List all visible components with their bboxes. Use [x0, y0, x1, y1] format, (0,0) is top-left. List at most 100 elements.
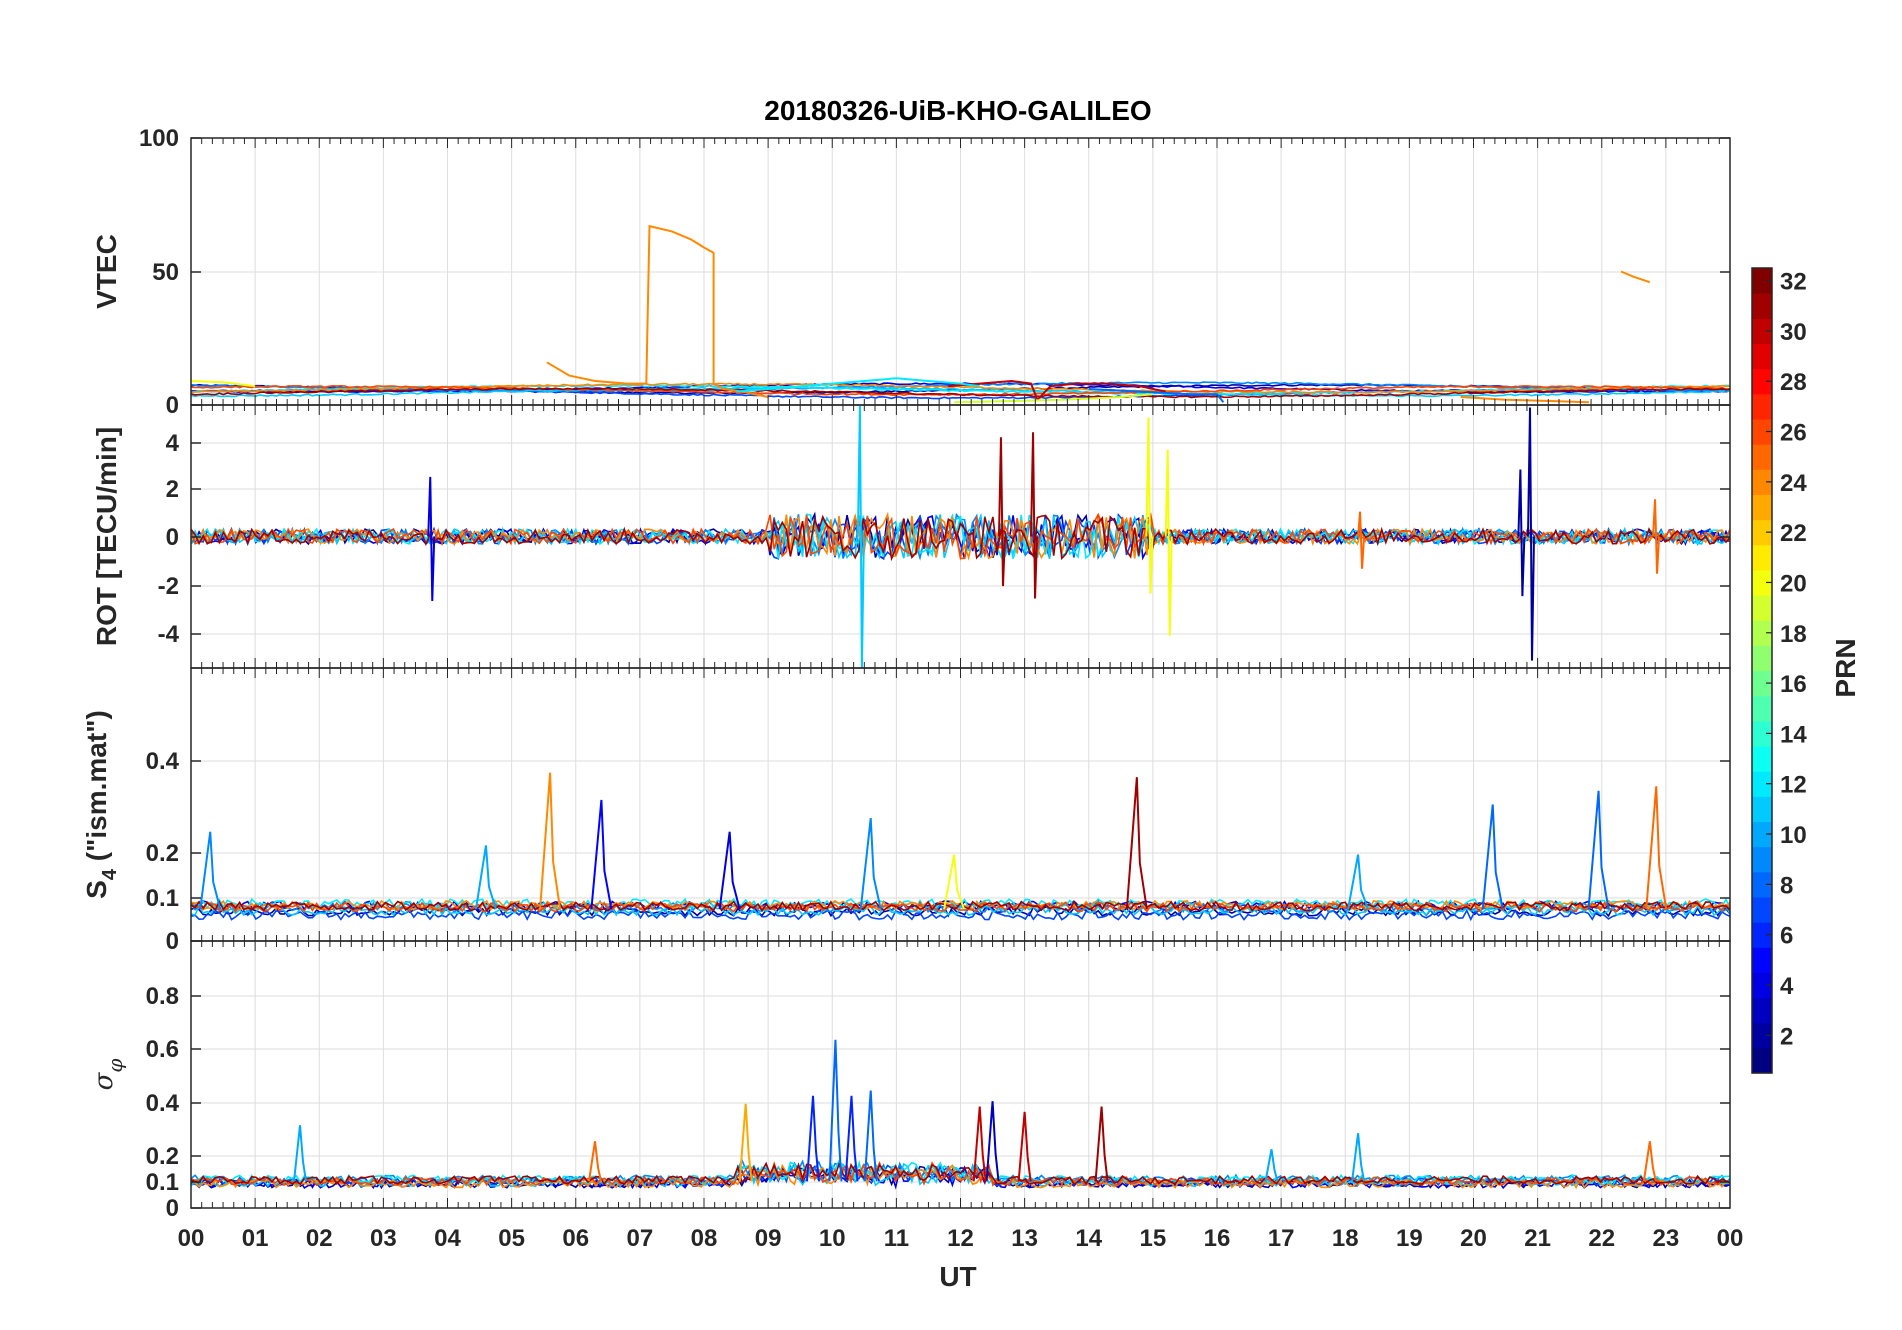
- xticks-rot: [190, 405, 1731, 668]
- ytick-label: -4: [158, 621, 180, 648]
- colorbar-segment: [1752, 896, 1772, 923]
- colorbar-label: PRN: [1830, 638, 1861, 697]
- rot-spike-prn-11: [856, 405, 865, 668]
- peak-prn-8: [1481, 804, 1504, 910]
- peak-prn-10: [1264, 1149, 1279, 1182]
- colorbar-tick-label: 32: [1780, 269, 1807, 296]
- xtick-label: 07: [627, 1225, 654, 1252]
- colorbar-segment: [1752, 494, 1772, 521]
- xticks-vtec: [190, 138, 1731, 405]
- colorbar-tick-label: 4: [1780, 973, 1794, 1000]
- rot-spike-prn-20: [1145, 417, 1154, 594]
- peak-prn-24: [539, 772, 562, 910]
- ytick-label: 0: [166, 1195, 179, 1222]
- colorbar-segment: [1752, 544, 1772, 571]
- colorbar-frame: [1751, 267, 1773, 1074]
- rot-spike-prn-20: [1164, 449, 1173, 636]
- peak-prn-25: [1645, 786, 1668, 910]
- panel-rot: -4 -2 0 2 4 ROT [TECU/min]: [91, 404, 1731, 669]
- colorbar-segment: [1752, 444, 1772, 470]
- peak-prn-6: [806, 1095, 821, 1182]
- peak-prn-6: [844, 1095, 859, 1182]
- colorbar-segment: [1752, 720, 1772, 747]
- ytick-label: 2: [166, 476, 179, 503]
- vtec-line-prn-24: [546, 361, 647, 385]
- peak-prn-23: [738, 1103, 753, 1182]
- colorbar-segment: [1752, 620, 1772, 646]
- peak-prn-8: [1587, 790, 1610, 910]
- peak-prn-9: [199, 831, 222, 910]
- peak-prn-8: [828, 1039, 843, 1182]
- xtick-label: 01: [242, 1225, 269, 1252]
- ytick-label: 0: [166, 928, 179, 955]
- colorbar-tick-label: 8: [1780, 872, 1793, 899]
- vtec-line-prn-24: [1620, 270, 1651, 284]
- colorbar-segment: [1752, 393, 1772, 420]
- x-axis: 00 01 02 03 04 05 06 07 08 09 10 11 12 13 14 15 16 17 18 19…: [178, 1225, 1744, 1252]
- x-axis-label: UT: [939, 1261, 976, 1292]
- colorbar-segment: [1752, 1022, 1772, 1049]
- ylabel-sigma_phi: σφ: [89, 1059, 127, 1091]
- panel-s4: 0 0.1 0.2 0.4 S4 ("ism.mat"): [81, 667, 1731, 955]
- trace-prn-11: [191, 904, 1730, 917]
- peak-prn-30: [1017, 1111, 1032, 1182]
- xtick-label: 02: [306, 1225, 333, 1252]
- colorbar-segment: [1752, 771, 1772, 797]
- peak-prn-31: [1125, 777, 1148, 910]
- rot-spike-prn-25: [1357, 511, 1366, 569]
- colorbar-segment: [1752, 1047, 1772, 1074]
- colorbar-tick-label: 10: [1780, 822, 1807, 849]
- ylabel-rot: ROT [TECU/min]: [91, 427, 122, 646]
- peak-prn-10: [474, 845, 497, 910]
- ytick-label: 0: [166, 392, 179, 419]
- vtec-line-prn-12: [736, 377, 980, 393]
- colorbar-tick-label: 16: [1780, 671, 1807, 698]
- trace-prn-12: [191, 1159, 1730, 1185]
- trace-prn-26: [191, 1160, 1730, 1187]
- peak-prn-31: [1094, 1106, 1109, 1182]
- trace-prn-31: [191, 514, 1730, 562]
- rot-spike-prn-31: [1030, 432, 1039, 599]
- xtick-label: 17: [1268, 1225, 1295, 1252]
- colorbar-tick-label: 6: [1780, 923, 1793, 950]
- colorbar-tick-label: 28: [1780, 369, 1807, 396]
- peak-prn-10: [1347, 854, 1370, 910]
- xtick-label: 06: [562, 1225, 589, 1252]
- ytick-label: -2: [158, 573, 179, 600]
- peak-prn-25: [587, 1141, 602, 1182]
- vtec-line-prn-20: [191, 380, 256, 388]
- xtick-label: 00: [178, 1225, 205, 1252]
- colorbar-segment: [1752, 645, 1772, 672]
- colorbar-segment: [1752, 821, 1772, 848]
- xtick-label: 00: [1717, 1225, 1744, 1252]
- colorbar-segment: [1752, 418, 1772, 445]
- colorbar-segment: [1752, 972, 1772, 999]
- series-rot: [191, 405, 1730, 668]
- trace-prn-31: [191, 1161, 1730, 1186]
- xtick-label: 22: [1588, 1225, 1615, 1252]
- vtec-line-prn-24: [645, 224, 769, 398]
- colorbar-segment: [1752, 695, 1772, 722]
- xtick-label: 09: [755, 1225, 782, 1252]
- colorbar-segment: [1752, 947, 1772, 973]
- ytick-label: 0.4: [146, 1090, 180, 1117]
- rot-spike-prn-31: [997, 437, 1006, 587]
- colorbar-segment: [1752, 318, 1772, 345]
- xtick-label: 10: [819, 1225, 846, 1252]
- series-s4: [191, 772, 1730, 922]
- peak-prn-25: [1642, 1141, 1657, 1182]
- colorbar-segment: [1752, 922, 1772, 948]
- ytick-label: 0.2: [146, 840, 179, 867]
- trace-prn-31: [191, 899, 1730, 913]
- peak-prn-30: [972, 1106, 987, 1182]
- series-sigma_phi: [191, 1039, 1730, 1190]
- ytick-label: 0.1: [146, 885, 179, 912]
- colorbar-segment: [1752, 519, 1772, 546]
- xtick-label: 19: [1396, 1225, 1423, 1252]
- xtick-label: 11: [884, 1225, 909, 1252]
- xtick-label: 15: [1140, 1225, 1167, 1252]
- colorbar-segment: [1752, 997, 1772, 1024]
